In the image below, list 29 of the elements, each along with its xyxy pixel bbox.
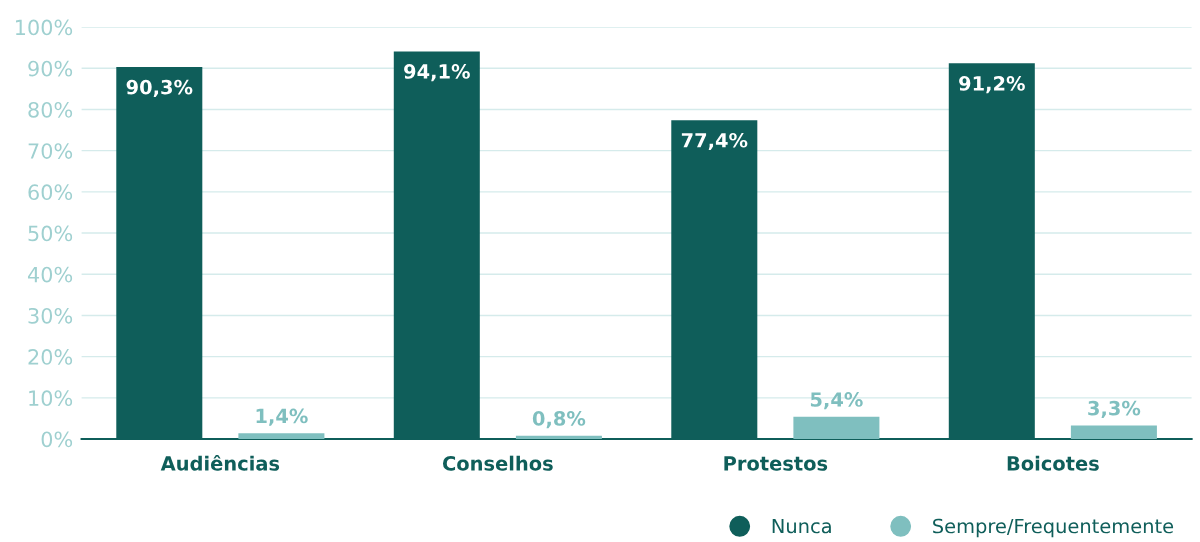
data-label: 3,3% bbox=[1088, 400, 1141, 418]
y-tick-label: 10% bbox=[29, 390, 73, 407]
bar bbox=[515, 435, 602, 440]
legend-label: Nunca bbox=[772, 518, 831, 534]
data-label: 1,4% bbox=[256, 408, 308, 426]
x-tick-label: Audiências bbox=[160, 454, 280, 471]
y-tick-label: 100% bbox=[15, 19, 73, 36]
y-tick-label: 30% bbox=[28, 307, 73, 324]
y-tick-label: 20% bbox=[28, 349, 73, 365]
data-label: 90,3% bbox=[126, 79, 193, 97]
y-tick-label: 70% bbox=[28, 143, 73, 159]
data-label: 77,4% bbox=[681, 132, 748, 151]
y-tick-label: 60% bbox=[28, 184, 73, 201]
y-tick-label: 40% bbox=[27, 266, 73, 283]
bar bbox=[1070, 425, 1157, 440]
y-tick-label: 90% bbox=[28, 60, 73, 77]
bar bbox=[793, 416, 880, 440]
x-tick-label: Protestos bbox=[724, 456, 828, 471]
legend-label: Sempre/Frequentemente bbox=[933, 518, 1174, 538]
x-tick-label: Boicotes bbox=[1007, 455, 1099, 471]
data-label: 5,4% bbox=[810, 392, 863, 410]
x-tick-label: Conselhos bbox=[442, 455, 553, 471]
y-tick-label: 50% bbox=[28, 225, 73, 242]
data-label: 94,1% bbox=[404, 64, 470, 82]
data-label: 0,8% bbox=[532, 411, 586, 429]
bar bbox=[238, 433, 325, 440]
y-tick-label: 80% bbox=[28, 101, 73, 118]
data-label: 91,2% bbox=[959, 76, 1025, 94]
y-tick-label: 0% bbox=[41, 431, 73, 448]
